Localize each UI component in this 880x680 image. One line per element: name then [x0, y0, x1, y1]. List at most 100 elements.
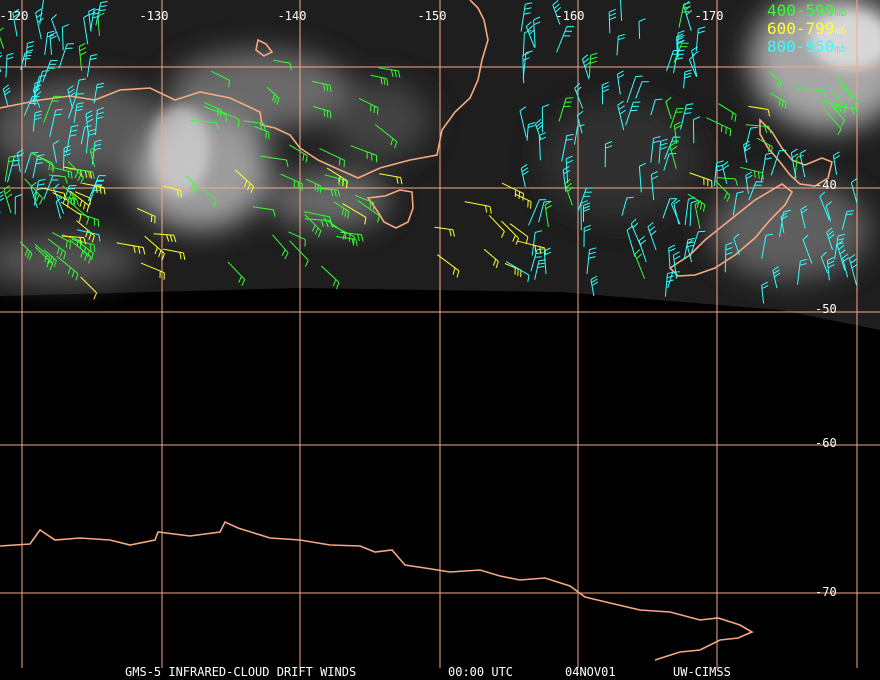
wind-barb	[95, 107, 105, 136]
wind-barb	[52, 140, 60, 163]
wind-barb	[31, 152, 55, 173]
wind-barb	[336, 236, 358, 247]
wind-barb	[650, 98, 663, 116]
wind-barb	[190, 119, 219, 130]
wind-barb	[608, 8, 617, 34]
wind-barb	[350, 145, 378, 163]
wind-barb	[672, 251, 681, 279]
wind-barb	[601, 81, 609, 105]
wind-barb	[616, 70, 625, 95]
wind-barb	[538, 132, 547, 161]
wind-barb	[635, 81, 649, 99]
wind-barb	[769, 71, 782, 90]
wind-barb	[136, 207, 156, 224]
wind-barb	[780, 212, 788, 233]
wind-barb	[374, 124, 398, 149]
wind-barb	[342, 202, 367, 225]
wind-barb	[673, 49, 685, 74]
wind-barb	[78, 42, 87, 71]
australia-coast	[0, 0, 489, 179]
wind-barb	[748, 105, 771, 117]
wind-barb	[69, 190, 90, 213]
wind-barb	[504, 263, 522, 278]
wind-barb	[32, 154, 45, 179]
wind-barb	[20, 51, 32, 71]
wind-barb	[63, 145, 71, 170]
wind-barb	[556, 26, 574, 53]
wind-barb	[626, 225, 636, 257]
wind-barb	[35, 8, 44, 40]
footer-date: 04NOV01	[565, 665, 616, 679]
wind-barb	[85, 110, 94, 138]
wind-barb	[552, 0, 562, 25]
wind-barb	[740, 166, 764, 180]
wind-barb	[58, 196, 79, 206]
wind-barb	[515, 194, 532, 209]
wind-barb	[689, 230, 706, 258]
wind-barb	[505, 260, 530, 283]
wind-barb	[24, 41, 35, 67]
wind-barb	[320, 265, 340, 290]
wind-barb	[36, 70, 50, 91]
latitude-label: -70	[815, 585, 837, 599]
wind-barb	[531, 230, 543, 256]
wind-barb	[582, 202, 591, 222]
wind-barb	[289, 144, 308, 163]
wind-barb	[24, 178, 44, 205]
longitude-label: -150	[418, 9, 447, 23]
wind-barb	[761, 233, 773, 259]
wind-barb	[2, 84, 11, 106]
wind-barb	[483, 248, 499, 269]
wind-barb	[48, 174, 68, 184]
wind-barb	[680, 103, 694, 130]
wind-barb	[41, 187, 66, 201]
footer-source: UW-CIMSS	[673, 665, 731, 679]
wind-barb	[49, 31, 57, 55]
wind-barb	[574, 124, 585, 145]
wind-barb	[790, 148, 799, 179]
wind-barb	[689, 172, 713, 188]
wind-barb	[588, 52, 598, 78]
wind-barb	[714, 180, 731, 202]
wind-barb	[71, 236, 94, 261]
wind-barb	[370, 74, 389, 86]
wind-barb	[464, 201, 492, 214]
wind-barb	[379, 173, 403, 185]
wind-barb	[116, 242, 146, 255]
wind-barb	[841, 210, 854, 230]
wind-barb	[745, 171, 753, 194]
wind-barb	[378, 67, 401, 78]
wind-barb	[80, 276, 98, 300]
wind-barb	[318, 188, 341, 197]
wind-barb	[319, 147, 345, 168]
wind-barb	[802, 234, 813, 264]
wind-barb	[770, 149, 787, 176]
wind-barb	[0, 52, 3, 73]
wind-barb	[842, 253, 850, 278]
wind-barb	[260, 155, 289, 167]
wind-barb	[53, 183, 65, 214]
wind-barb	[800, 205, 808, 229]
wind-barb	[713, 160, 724, 187]
wind-barb	[354, 194, 375, 210]
wind-barb	[772, 266, 781, 289]
wind-barb	[7, 154, 22, 183]
wind-barb	[87, 175, 106, 202]
wind-barb	[434, 226, 455, 237]
wind-barb	[67, 85, 76, 109]
wind-barb	[68, 168, 95, 179]
wind-barb	[60, 201, 82, 222]
wind-barb	[62, 185, 77, 205]
wind-barb	[689, 200, 698, 227]
wind-barb	[717, 177, 738, 186]
wind-barb	[266, 86, 280, 105]
wind-barb	[836, 81, 858, 107]
wind-barb	[826, 256, 835, 281]
longitude-label: -130	[140, 9, 169, 23]
wind-barb	[32, 75, 47, 103]
island	[255, 38, 274, 57]
wind-barb	[683, 237, 695, 260]
wind-barb	[88, 180, 104, 208]
wind-barb	[848, 253, 858, 286]
